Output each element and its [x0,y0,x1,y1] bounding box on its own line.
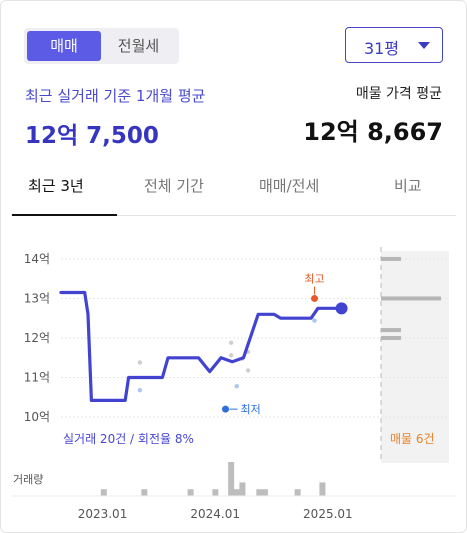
volume-bar [228,462,235,496]
trade-type-toggle: 매매 전월세 [24,28,179,64]
segment-rent-button[interactable]: 전월세 [101,31,176,61]
transaction-dot [228,353,234,358]
y-tick-label: 13억 [24,291,50,305]
volume-bar [261,489,268,496]
volume-bar [141,489,148,496]
transaction-dot [245,368,251,373]
x-tick-label: 2025.01 [303,507,353,521]
x-tick-label: 2024.01 [190,507,240,521]
listing-bar [381,335,401,340]
avg-listing-label: 매물 가격 평균 [355,86,442,102]
volume-bar [187,489,194,496]
listing-zone [381,251,449,463]
tab-compare[interactable]: 비교 [394,177,422,195]
avg-listing-price: 12억 8,667 [303,118,443,146]
volume-bar [233,489,240,496]
transaction-dot [137,360,143,365]
transaction-count-label: 실거래 20건 / 회전율 8% [63,432,194,446]
active-tab-indicator [12,214,117,216]
volume-bar [256,489,263,496]
y-tick-label: 11억 [24,371,50,385]
volume-label: 거래량 [13,473,43,486]
listing-bar [381,296,441,301]
y-tick-label: 12억 [24,331,50,345]
y-tick-label: 10억 [24,410,50,424]
listing-count-label: 매물 6건 [390,432,435,446]
volume-bar [239,482,246,496]
avg-transaction-label: 최근 실거래 기준 1개월 평균 [25,87,206,105]
tab-all-period[interactable]: 전체 기간 [144,177,204,195]
tab-recent-3y[interactable]: 최근 3년 [28,177,84,195]
y-tick-label: 14억 [24,252,50,266]
listing-bar [381,256,401,261]
transaction-dot [228,340,234,345]
area-size-dropdown[interactable]: 31평 [345,27,443,63]
min-marker-label: 최저 [241,403,261,416]
tab-sale-jeonse[interactable]: 매매/전세 [259,177,320,195]
volume-bar [294,489,301,496]
avg-transaction-price: 12억 7,500 [25,123,159,149]
transaction-dot [137,387,143,393]
max-marker-label: 최고 [304,272,324,285]
volume-bar [100,489,107,496]
segment-sale-button[interactable]: 매매 [27,31,101,61]
transaction-dot [312,318,317,323]
listing-bar [381,328,401,333]
area-size-value: 31평 [364,39,400,58]
caret-down-icon [418,42,430,49]
price-line [59,290,344,402]
volume-bar [212,489,219,496]
period-tabs: 최근 3년 전체 기간 매매/전세 비교 [11,166,456,216]
x-tick-label: 2023.01 [78,507,128,521]
volume-bar [319,482,326,496]
latest-price-point [335,302,348,315]
transaction-dot [234,384,239,389]
min-marker-dot [222,405,230,413]
max-marker-dot [311,294,319,302]
